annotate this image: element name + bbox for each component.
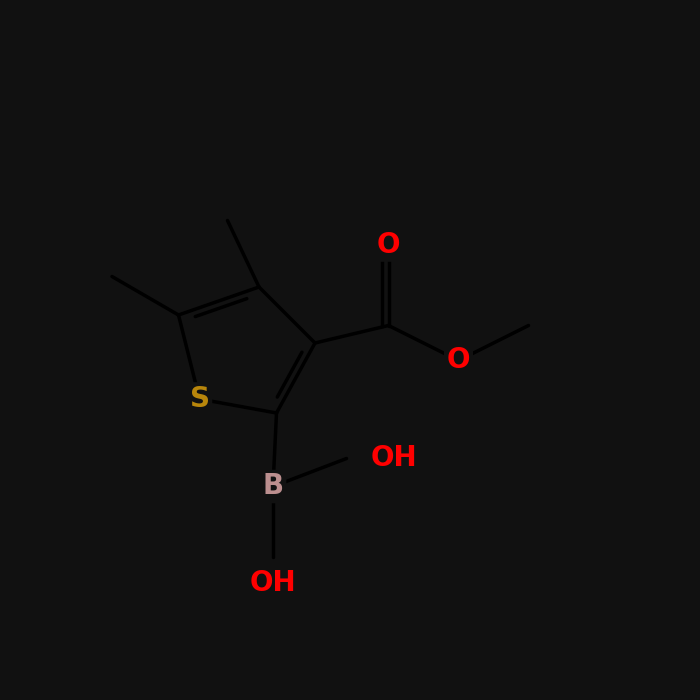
Text: S: S — [190, 385, 209, 413]
Text: OH: OH — [371, 444, 418, 472]
Text: B: B — [262, 473, 284, 500]
Text: O: O — [447, 346, 470, 374]
Text: OH: OH — [250, 569, 296, 597]
Text: O: O — [377, 231, 400, 259]
